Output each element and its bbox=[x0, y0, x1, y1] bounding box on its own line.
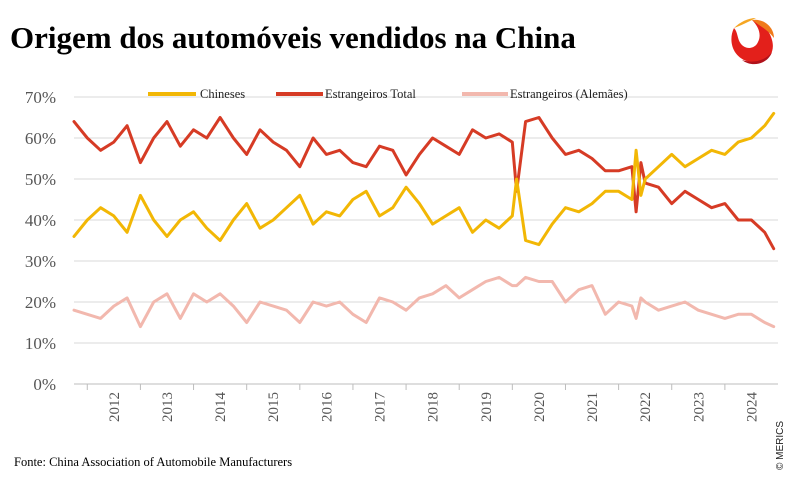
legend-label: Estrangeiros (Alemães) bbox=[510, 87, 628, 101]
x-tick-label: 2016 bbox=[319, 392, 335, 423]
x-tick-label: 2015 bbox=[266, 392, 282, 422]
y-tick-label: 20% bbox=[25, 293, 56, 312]
x-tick-label: 2014 bbox=[213, 392, 229, 423]
y-tick-label: 0% bbox=[33, 375, 56, 394]
series-line-2 bbox=[72, 116, 776, 251]
chart-title: Origem dos automóveis vendidos na China bbox=[10, 20, 576, 55]
x-tick-label: 2023 bbox=[691, 392, 707, 422]
x-tick-label: 2013 bbox=[160, 392, 176, 422]
series-lines bbox=[72, 111, 776, 329]
x-tick-label: 2018 bbox=[426, 392, 442, 422]
x-tick-label: 2024 bbox=[744, 392, 760, 423]
y-tick-label: 40% bbox=[25, 211, 56, 230]
x-axis: 2012 2013 2014 2015 2016 2017 2018 2019 2020 2021… bbox=[86, 384, 760, 423]
grid-lines bbox=[74, 96, 778, 385]
y-tick-label: 50% bbox=[25, 170, 56, 189]
y-tick-label: 30% bbox=[25, 252, 56, 271]
series-line-3 bbox=[72, 275, 776, 329]
y-tick-label: 10% bbox=[25, 334, 56, 353]
series-line-1 bbox=[72, 111, 776, 247]
legend: Chineses Estrangeiros Total Estrangeiros (… bbox=[148, 87, 628, 101]
merics-logo bbox=[731, 18, 774, 65]
x-tick-label: 2022 bbox=[638, 392, 654, 422]
y-tick-label: 70% bbox=[25, 88, 56, 107]
legend-label: Chineses bbox=[200, 87, 245, 101]
source-note: Fonte: China Association of Automobile M… bbox=[14, 455, 293, 469]
legend-label: Estrangeiros Total bbox=[325, 87, 416, 101]
copyright-label: © MERICS bbox=[775, 420, 786, 470]
y-axis-tick-labels: 0% 10% 20% 30% 40% 50% 60% 70% bbox=[25, 88, 56, 394]
x-tick-label: 2020 bbox=[532, 392, 548, 422]
y-tick-label: 60% bbox=[25, 129, 56, 148]
x-tick-label: 2012 bbox=[107, 392, 123, 422]
x-tick-label: 2021 bbox=[585, 392, 601, 422]
x-tick-label: 2019 bbox=[479, 392, 495, 422]
x-tick-label: 2017 bbox=[373, 392, 389, 423]
